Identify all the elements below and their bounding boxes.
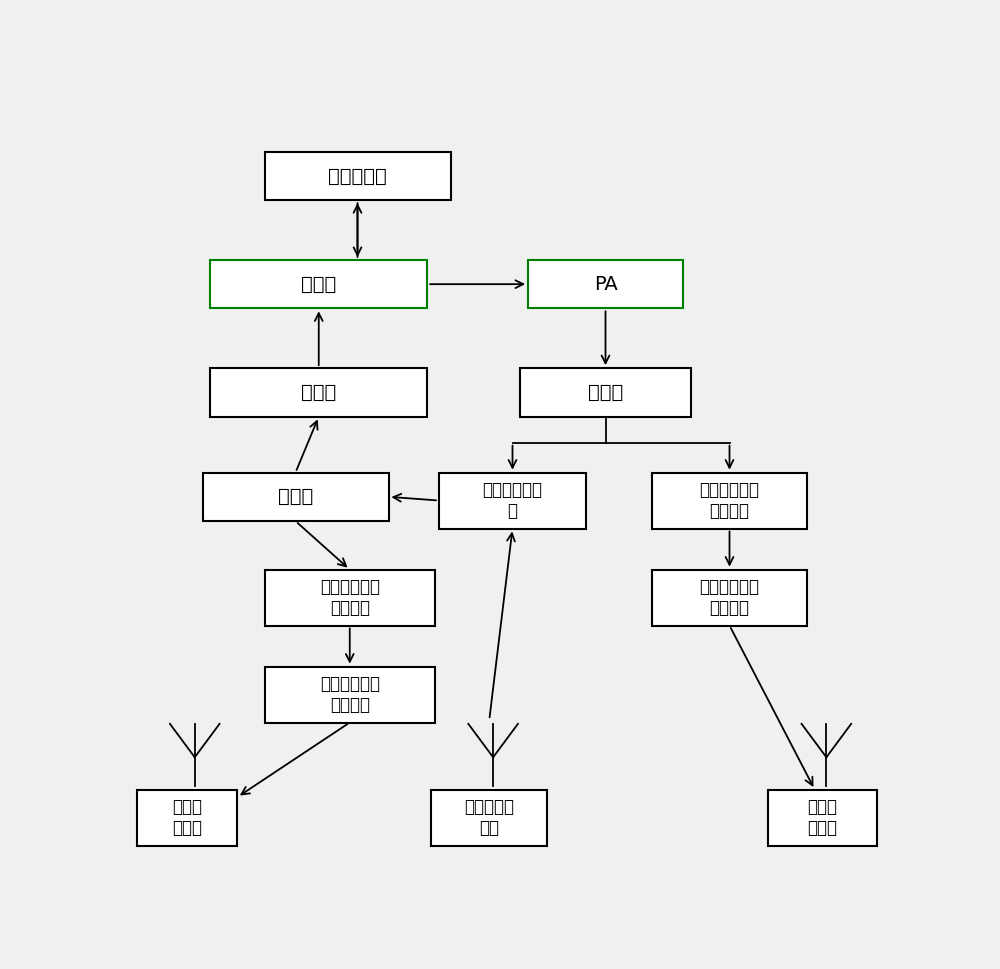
Bar — [264, 152, 450, 201]
Text: 原天线匹配电
路: 原天线匹配电 路 — [482, 482, 542, 520]
Bar — [528, 260, 683, 308]
Text: 辅助发射天线
匹配电路: 辅助发射天线 匹配电路 — [700, 578, 760, 617]
Bar — [210, 368, 427, 417]
Bar — [431, 790, 547, 846]
Bar — [652, 570, 807, 626]
Bar — [520, 368, 691, 417]
Text: 辅助发
射天线: 辅助发 射天线 — [808, 798, 838, 837]
Bar — [768, 790, 877, 846]
Bar — [439, 473, 586, 528]
Text: 辅助接收天线
匹配电路: 辅助接收天线 匹配电路 — [320, 675, 380, 714]
Bar — [210, 260, 427, 308]
Text: 辅助发射天线
射频开关: 辅助发射天线 射频开关 — [700, 482, 760, 520]
Text: 双工器: 双工器 — [301, 274, 336, 294]
Bar — [137, 790, 237, 846]
Text: 功分器: 功分器 — [588, 383, 623, 402]
Text: 手机主芯片: 手机主芯片 — [328, 167, 387, 185]
Text: 原接收发射
天线: 原接收发射 天线 — [464, 798, 514, 837]
Bar — [264, 667, 435, 723]
Bar — [202, 473, 388, 521]
Text: 辅助接
收天线: 辅助接 收天线 — [172, 798, 202, 837]
Bar — [652, 473, 807, 528]
Text: 辅助接收天线
射频开关: 辅助接收天线 射频开关 — [320, 578, 380, 617]
Text: 滤波器: 滤波器 — [301, 383, 336, 402]
Bar — [264, 570, 435, 626]
Text: PA: PA — [594, 274, 617, 294]
Text: 合路器: 合路器 — [278, 487, 313, 507]
